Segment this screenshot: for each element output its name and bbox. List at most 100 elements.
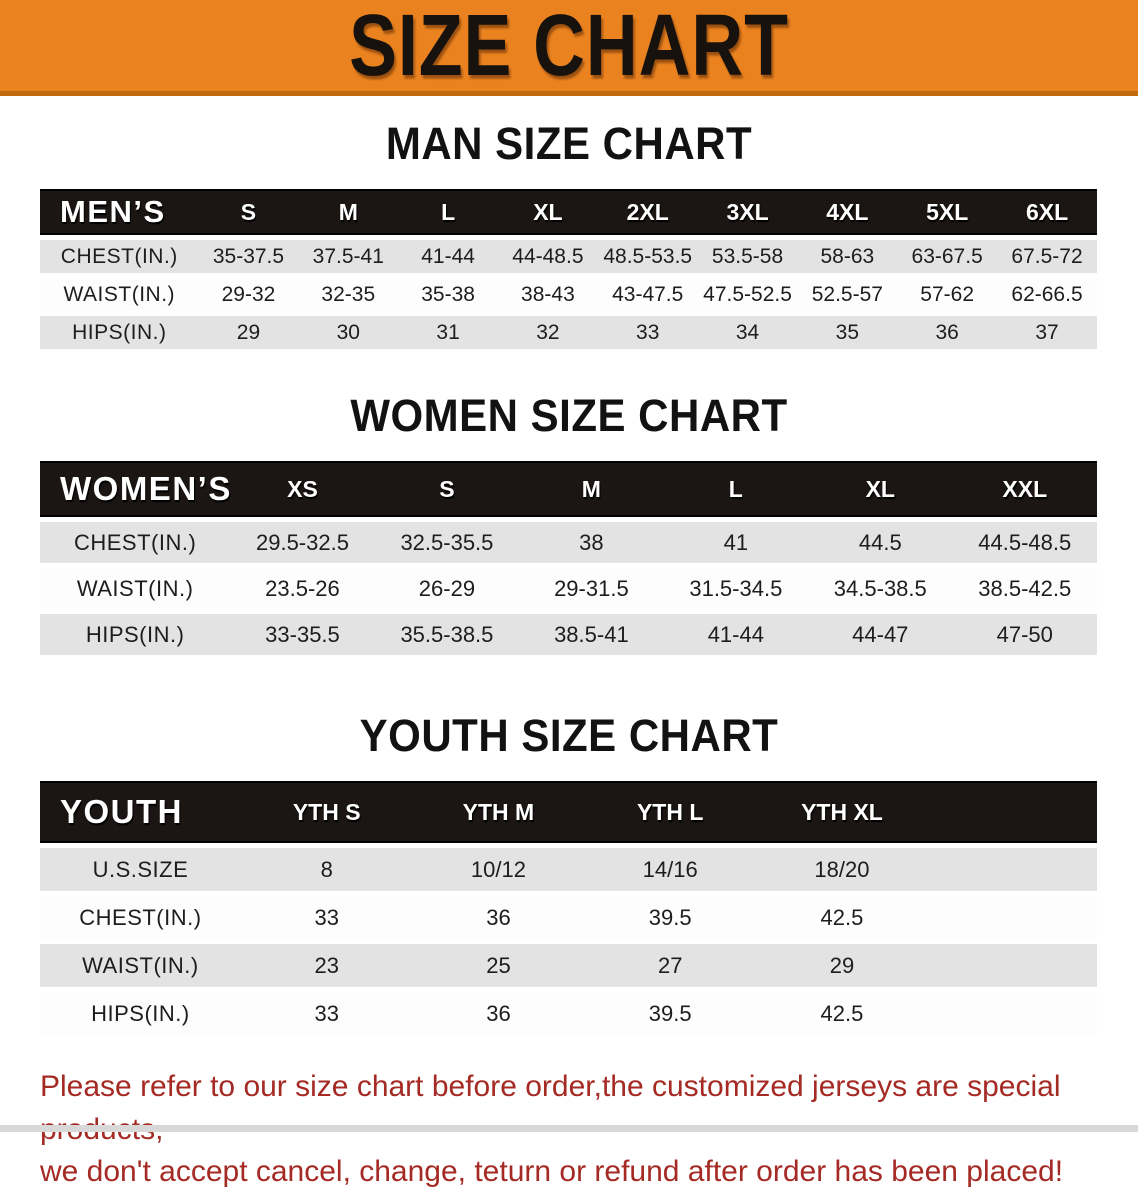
- size-value: 52.5-57: [811, 282, 883, 306]
- size-value: 10/12: [470, 856, 526, 882]
- spacer-cell: [928, 896, 1097, 939]
- size-value: 34.5-38.5: [833, 575, 927, 601]
- table-row: HIPS(IN.) 29 30 31 32 33 34 35 36 37: [40, 316, 1097, 349]
- size-value: 43-47.5: [612, 282, 684, 306]
- size-value: 36: [486, 1000, 511, 1026]
- spacer-cell: [928, 848, 1097, 891]
- column-header: YTH M: [412, 781, 585, 843]
- size-value: 44-47: [852, 621, 909, 647]
- size-value: 33: [314, 904, 339, 930]
- column-header: 5XL: [897, 189, 998, 235]
- column-header: M: [519, 461, 664, 517]
- size-value: 14/16: [642, 856, 698, 882]
- column-header: YTH L: [584, 781, 757, 843]
- size-value: 57-62: [920, 282, 975, 306]
- size-value: 32: [536, 320, 560, 344]
- size-value: 53.5-58: [711, 244, 784, 268]
- size-value: 23.5-26: [265, 575, 340, 601]
- size-value: 58-63: [820, 244, 875, 268]
- column-header: XL: [498, 189, 598, 235]
- column-header: S: [198, 189, 299, 235]
- size-value: 33: [314, 1000, 339, 1026]
- section-heading: YOUTH SIZE CHART: [359, 710, 779, 761]
- size-value: 34: [735, 320, 760, 344]
- table-row: HIPS(IN.) 33 36 39.5 42.5: [40, 992, 1097, 1035]
- table-header-row: MEN’S S M L XL 2XL 3XL 4XL 5XL 6XL: [40, 189, 1097, 235]
- page-title: SIZE CHART: [349, 0, 789, 95]
- size-value: 42.5: [820, 904, 864, 930]
- size-value: 27: [657, 952, 683, 978]
- footer-note-line1: Please refer to our size chart before or…: [40, 1070, 1061, 1146]
- section-heading: WOMEN SIZE CHART: [350, 390, 788, 441]
- size-value: 31.5-34.5: [689, 575, 783, 601]
- table-row: WAIST(IN.) 23 25 27 29: [40, 944, 1097, 987]
- column-header: S: [374, 461, 520, 517]
- banner: SIZE CHART: [0, 0, 1138, 96]
- row-label: CHEST(IN.): [60, 244, 178, 268]
- column-header: YTH S: [240, 781, 413, 843]
- column-header: 2XL: [597, 189, 698, 235]
- table-row: WAIST(IN.) 23.5-26 26-29 29-31.5 31.5-34.5 34…: [40, 568, 1097, 609]
- table-row: CHEST(IN.) 33 36 39.5 42.5: [40, 896, 1097, 939]
- size-value: 39.5: [648, 904, 692, 930]
- row-label: HIPS(IN.): [85, 621, 185, 647]
- row-label: HIPS(IN.): [91, 1000, 190, 1026]
- table-row: U.S.SIZE 8 10/12 14/16 18/20: [40, 848, 1097, 891]
- size-value: 37.5-41: [312, 244, 384, 268]
- spacer-cell: [928, 944, 1097, 987]
- size-value: 31: [436, 320, 460, 344]
- row-label: U.S.SIZE: [92, 856, 189, 882]
- size-value: 48.5-53.5: [603, 244, 693, 268]
- size-value: 62-66.5: [1011, 282, 1083, 306]
- spacer-cell: [928, 992, 1097, 1035]
- size-value: 41-44: [421, 244, 475, 268]
- table-header-label: MEN’S: [40, 189, 199, 235]
- column-header: L: [398, 189, 498, 235]
- size-value: 33-35.5: [265, 621, 340, 647]
- size-value: 41: [723, 529, 749, 555]
- size-value: 35.5-38.5: [400, 621, 494, 647]
- row-label: WAIST(IN.): [63, 282, 176, 306]
- size-value: 29.5-32.5: [255, 529, 349, 555]
- size-value: 32.5-35.5: [400, 529, 494, 555]
- size-value: 44.5: [858, 529, 902, 555]
- column-header: XS: [230, 461, 375, 517]
- row-label: WAIST(IN.): [82, 952, 199, 978]
- size-value: 35: [835, 320, 860, 344]
- size-value: 23: [314, 952, 339, 978]
- column-header: 4XL: [797, 189, 898, 235]
- table-header-label: WOMEN’S: [40, 461, 230, 517]
- size-value: 18/20: [814, 856, 870, 882]
- bottom-divider: [0, 1125, 1138, 1132]
- column-header: YTH XL: [756, 781, 928, 843]
- column-header: 3XL: [697, 189, 798, 235]
- size-value: 35-37.5: [212, 244, 285, 268]
- size-value: 38.5-41: [554, 621, 629, 647]
- spacer-cell: [927, 781, 1097, 843]
- row-label: HIPS(IN.): [72, 320, 167, 344]
- size-value: 47.5-52.5: [703, 282, 792, 306]
- size-table: MEN’S S M L XL 2XL 3XL 4XL 5XL 6XL CHEST(IN.) 35-37…: [40, 184, 1097, 354]
- table-row: CHEST(IN.) 35-37.5 37.5-41 41-44 44-48.5 48.5…: [40, 240, 1097, 273]
- size-value: 44-48.5: [512, 244, 584, 268]
- table-header-label: YOUTH: [40, 781, 241, 843]
- size-chart-content: MAN SIZE CHART MEN’S S M L XL 2XL 3XL 4XL 5XL 6XL C…: [0, 118, 1138, 1040]
- table-header-row: YOUTH YTH S YTH M YTH L YTH XL: [40, 781, 1097, 843]
- size-value: 29: [829, 952, 855, 978]
- size-value: 29-32: [221, 282, 276, 306]
- size-value: 8: [320, 856, 333, 882]
- size-value: 32-35: [321, 282, 376, 306]
- size-value: 41-44: [707, 621, 764, 647]
- size-value: 36: [935, 320, 959, 344]
- row-label: WAIST(IN.): [76, 575, 194, 601]
- size-value: 29-31.5: [554, 575, 629, 601]
- row-label: CHEST(IN.): [73, 529, 197, 555]
- size-value: 33: [636, 320, 660, 344]
- size-value: 67.5-72: [1011, 244, 1083, 268]
- column-header: XXL: [952, 461, 1097, 517]
- size-value: 44.5-48.5: [978, 529, 1072, 555]
- size-value: 26-29: [418, 575, 476, 601]
- size-value: 38.5-42.5: [978, 575, 1072, 601]
- table-header-row: WOMEN’S XS S M L XL XXL: [40, 461, 1097, 517]
- row-label: CHEST(IN.): [79, 904, 202, 930]
